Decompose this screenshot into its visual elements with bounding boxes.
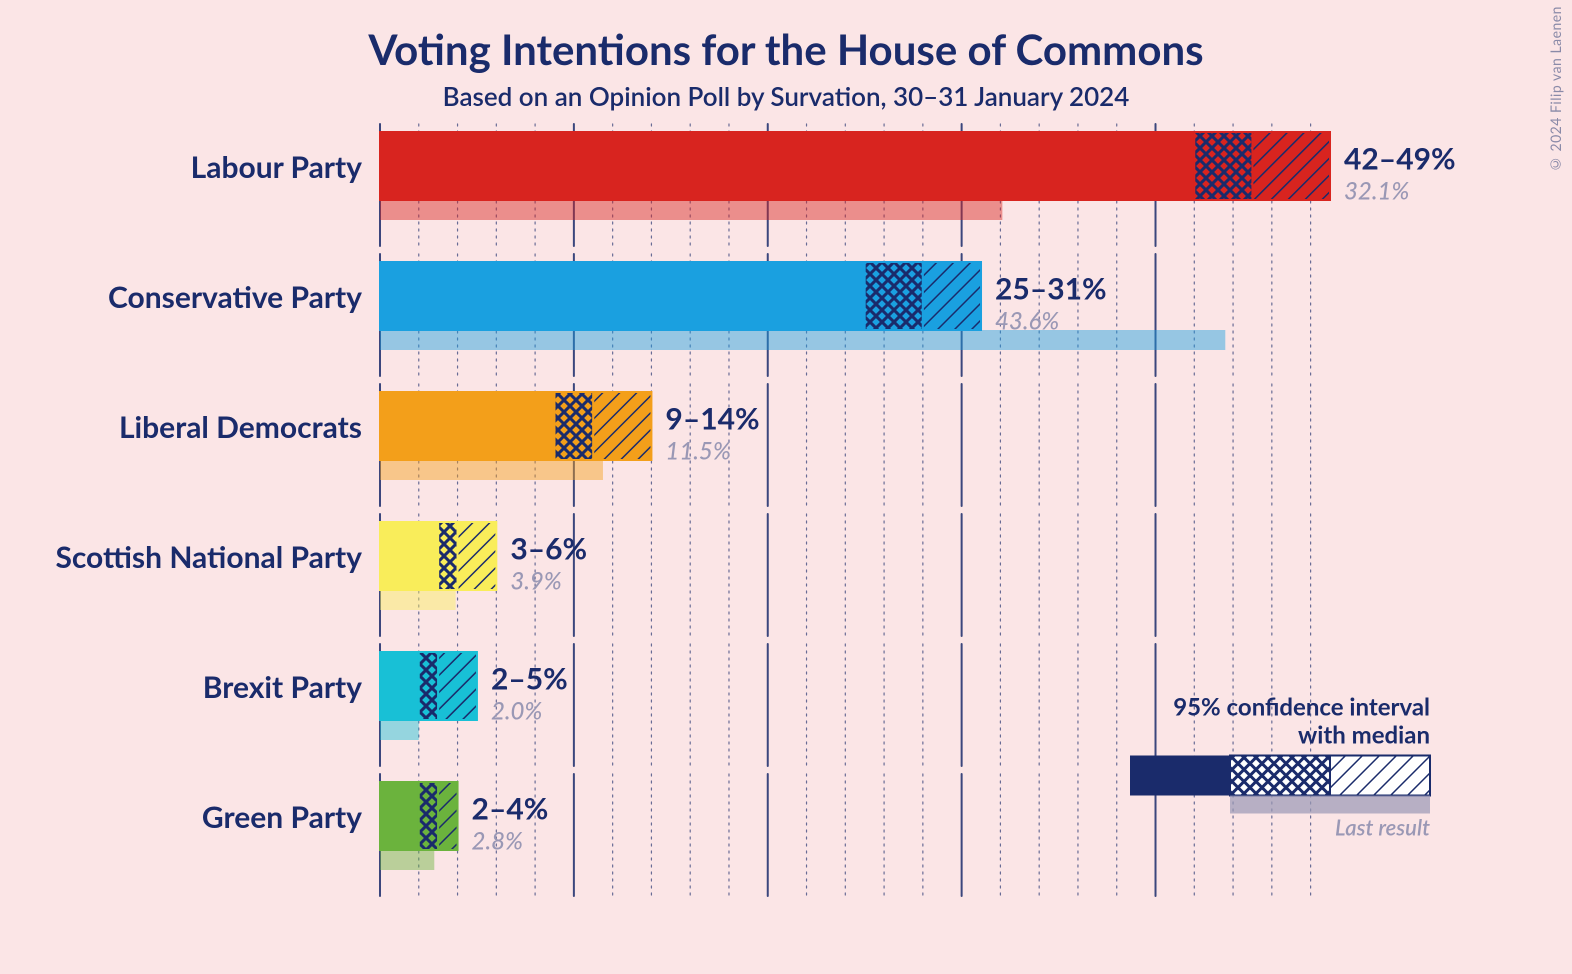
legend-line1: 95% confidence interval (1173, 693, 1430, 722)
last-result-label: 3.9% (510, 566, 561, 595)
legend-last-bar (1230, 796, 1430, 814)
bar-ci-upper (438, 652, 477, 720)
bar-ci-upper (438, 782, 457, 850)
last-result-label: 2.8% (472, 826, 523, 855)
bar-solid (380, 132, 1194, 200)
legend-bar-cross (1230, 756, 1330, 796)
last-result-bar (380, 330, 1225, 350)
bar-ci-upper (593, 392, 651, 460)
legend-last-label: Last result (1335, 814, 1430, 841)
bar-ci-upper (458, 522, 497, 590)
chart-subtitle: Based on an Opinion Poll by Survation, 3… (0, 80, 1572, 112)
range-label: 25–31% (995, 270, 1107, 306)
bar-solid (380, 782, 419, 850)
bar-ci-lower (438, 522, 457, 590)
last-result-label: 43.6% (995, 306, 1059, 335)
legend-bar-solid (1130, 756, 1230, 796)
bar-ci-lower (554, 392, 593, 460)
chart-area: Labour Party 42–49%32.1% Conservative Part… (0, 112, 1572, 974)
bar-ci-lower (1194, 132, 1252, 200)
last-result-bar (380, 460, 603, 480)
range-label: 42–49% (1344, 140, 1456, 176)
party-label: Liberal Democrats (119, 409, 362, 445)
range-label: 2–5% (491, 660, 568, 696)
last-result-label: 32.1% (1344, 176, 1409, 205)
party-label: Conservative Party (108, 279, 362, 315)
bar-solid (380, 392, 554, 460)
party-label: Labour Party (191, 149, 363, 185)
bar-ci-lower (865, 262, 923, 330)
last-result-bar (380, 200, 1002, 220)
bar-solid (380, 262, 865, 330)
legend: 95% confidence intervalwith median Last r… (1130, 693, 1430, 841)
range-label: 9–14% (665, 400, 759, 436)
last-result-bar (380, 590, 456, 610)
party-label: Brexit Party (203, 669, 362, 705)
bar-solid (380, 652, 419, 720)
bar-ci-lower (419, 782, 438, 850)
party-label: Green Party (202, 799, 362, 835)
bar-ci-upper (923, 262, 981, 330)
bar-ci-upper (1252, 132, 1330, 200)
party-label: Scottish National Party (55, 539, 362, 575)
chart-title: Voting Intentions for the House of Commo… (0, 0, 1572, 74)
bar-ci-lower (419, 652, 438, 720)
range-label: 2–4% (472, 790, 549, 826)
range-label: 3–6% (510, 530, 587, 566)
last-result-label: 11.5% (665, 436, 730, 465)
legend-bar-diag (1330, 756, 1430, 796)
chart-svg: Labour Party 42–49%32.1% Conservative Part… (0, 112, 1572, 974)
legend-line2: with median (1298, 721, 1430, 750)
bar-solid (380, 522, 438, 590)
last-result-bar (380, 850, 434, 870)
last-result-bar (380, 720, 419, 740)
last-result-label: 2.0% (491, 696, 542, 725)
